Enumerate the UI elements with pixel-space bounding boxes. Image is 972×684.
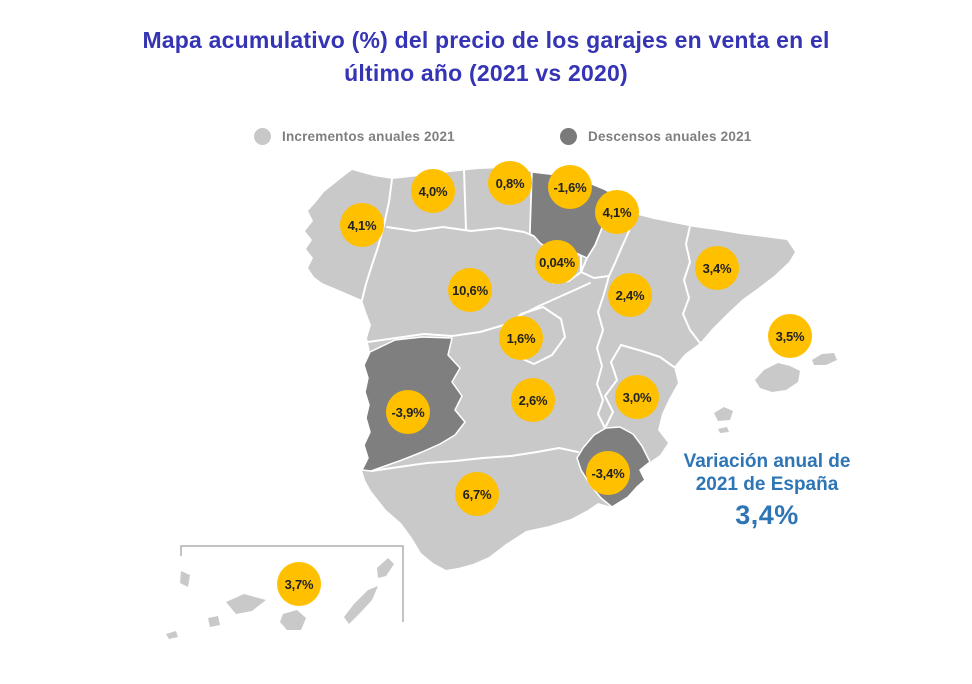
island-gran-canaria (280, 610, 306, 630)
summary-value: 3,4% (735, 500, 799, 530)
region-bubble-cataluna: 3,4% (695, 246, 739, 290)
island-la-palma (180, 571, 190, 587)
border-andalucia-north (370, 447, 579, 472)
border-aragon-cataluna (682, 225, 701, 344)
border-asturias-cantabria-south (386, 226, 535, 237)
legend-decreases: Descensos anuales 2021 (560, 128, 752, 145)
region-bubble-galicia: 4,1% (340, 203, 384, 247)
border-galicia (361, 178, 393, 301)
island-mallorca (755, 363, 800, 392)
region-bubble-pais-vasco: -1,6% (548, 165, 592, 209)
national-summary: Variación anual de 2021 de España 3,4% (681, 450, 853, 531)
canary-inset-box (180, 545, 404, 622)
legend-increases-label: Incrementos anuales 2021 (282, 129, 455, 144)
increase-legend-dot-icon (254, 128, 271, 145)
decrease-legend-dot-icon (560, 128, 577, 145)
island-fuerteventura (344, 586, 378, 624)
border-valencia-west (604, 344, 622, 429)
island-tenerife (226, 594, 266, 614)
region-bubble-asturias: 4,0% (411, 169, 455, 213)
legend-increases: Incrementos anuales 2021 (254, 128, 455, 145)
border-asturias-cantabria (463, 169, 467, 230)
island-el-hierro (166, 631, 178, 639)
region-bubble-castilla-y-leon: 10,6% (448, 268, 492, 312)
region-bubble-madrid: 1,6% (499, 316, 543, 360)
region-bubble-baleares: 3,5% (768, 314, 812, 358)
border-aragon-west (596, 275, 610, 429)
region-bubble-castilla-la-mancha: 2,6% (511, 378, 555, 422)
summary-line-2: 2021 de España (695, 474, 839, 495)
region-bubble-comunidad-valenciana: 3,0% (615, 375, 659, 419)
region-bubble-extremadura: -3,9% (386, 390, 430, 434)
island-ibiza (714, 407, 733, 421)
region-bubble-andalucia: 6,7% (455, 472, 499, 516)
spain-peninsula-shape (305, 168, 795, 570)
title-line-2: último año (2021 vs 2020) (344, 60, 628, 86)
region-bubble-aragon: 2,4% (608, 273, 652, 317)
region-bubble-navarra: 4,1% (595, 190, 639, 234)
legend-decreases-label: Descensos anuales 2021 (588, 129, 752, 144)
region-bubble-murcia: -3,4% (586, 451, 630, 495)
region-bubble-cantabria: 0,8% (488, 161, 532, 205)
page-title: Mapa acumulativo (%) del precio de los g… (0, 24, 972, 90)
title-line-1: Mapa acumulativo (%) del precio de los g… (142, 27, 830, 53)
border-valencia-north (620, 344, 675, 368)
island-la-gomera (208, 616, 220, 627)
balearic-islands (714, 353, 837, 433)
canary-islands (166, 558, 394, 639)
island-menorca (812, 353, 837, 365)
island-lanzarote (377, 558, 394, 578)
island-formentera (718, 427, 729, 433)
region-bubble-la-rioja: 0,04% (535, 240, 579, 284)
region-bubble-canarias: 3,7% (277, 562, 321, 606)
summary-line-1: Variación anual de (683, 451, 851, 472)
